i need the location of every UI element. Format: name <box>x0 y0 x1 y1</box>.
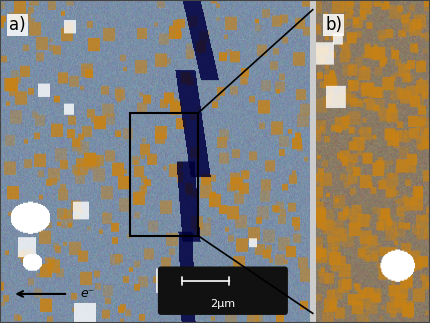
Bar <box>130 113 198 236</box>
Text: b): b) <box>325 16 342 34</box>
Text: a): a) <box>9 16 26 34</box>
FancyBboxPatch shape <box>158 266 288 315</box>
Text: 2μm: 2μm <box>210 299 236 309</box>
Text: e⁻: e⁻ <box>80 287 95 300</box>
